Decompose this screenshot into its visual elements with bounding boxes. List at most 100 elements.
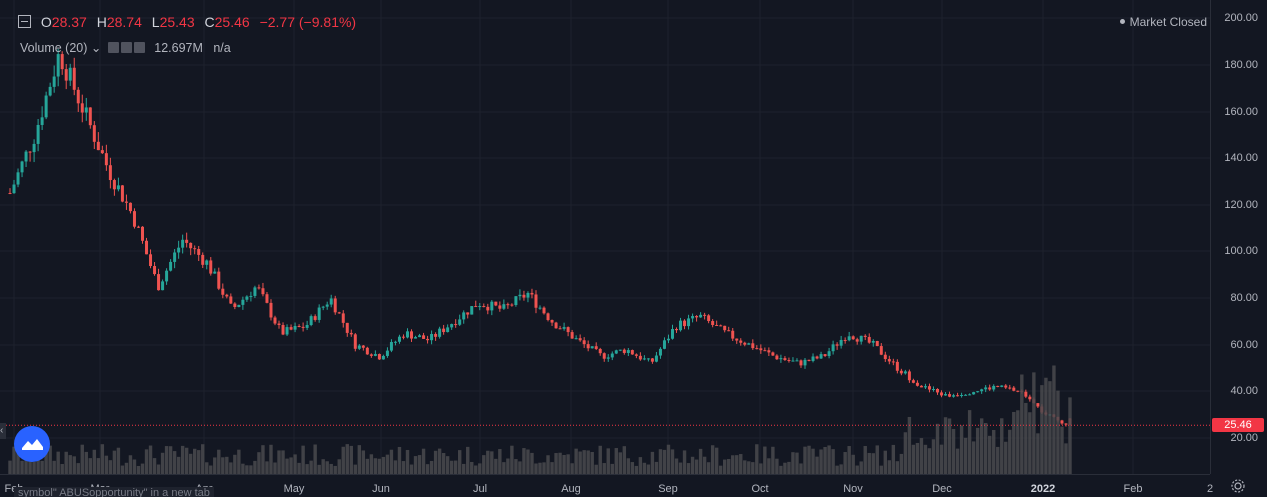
candle-body — [478, 306, 482, 308]
volume-bar — [514, 459, 518, 474]
volume-bar — [694, 459, 699, 474]
candle-body — [373, 354, 377, 356]
volume-bar — [610, 463, 614, 474]
price-axis[interactable]: 200.00 180.00 160.00 140.00 120.00 100.00 80.0… — [1210, 0, 1267, 474]
volume-bar — [1044, 377, 1048, 474]
chevron-down-icon[interactable]: ⌄ — [90, 41, 102, 55]
volume-bar — [931, 439, 936, 474]
volume-bar — [582, 450, 586, 474]
candle-body — [209, 260, 213, 274]
candle-body — [422, 335, 426, 339]
candle-body — [642, 358, 646, 360]
candle-body — [839, 339, 843, 346]
volume-bar — [558, 452, 562, 474]
price-axis-label: 120.00 — [1224, 199, 1258, 211]
volume-bar — [666, 444, 671, 474]
candle-body — [570, 332, 574, 339]
time-axis-label: Dec — [932, 483, 952, 495]
candle-body — [948, 394, 952, 397]
volume-bar — [570, 463, 574, 474]
candle-body — [349, 332, 353, 335]
candle-body — [715, 325, 719, 327]
price-axis-label: 60.00 — [1230, 339, 1258, 351]
close-icon[interactable] — [134, 42, 146, 53]
volume-bar — [630, 462, 635, 474]
volume-bar — [775, 458, 779, 474]
candle-body — [60, 54, 64, 70]
candle-body — [566, 327, 570, 333]
volume-bar — [168, 446, 173, 474]
volume-bar — [116, 447, 121, 474]
low-key: L — [151, 14, 160, 30]
candle-body — [381, 355, 385, 360]
volume-bar — [353, 464, 358, 474]
volume-bar — [482, 455, 486, 474]
volume-bar — [8, 460, 12, 474]
collapse-legend-icon[interactable] — [18, 15, 31, 28]
candle-body — [357, 345, 361, 349]
gear-icon[interactable] — [1230, 478, 1246, 494]
settings-icon[interactable] — [121, 42, 133, 53]
candle-body — [369, 354, 373, 356]
price-axis-label: 40.00 — [1230, 385, 1258, 397]
candle-body — [48, 86, 52, 96]
candle-body — [1060, 420, 1064, 424]
volume-bar — [60, 464, 64, 474]
volume-bar — [329, 463, 333, 474]
volume-bar — [791, 452, 795, 474]
volume-bar — [743, 460, 747, 474]
candle-body — [193, 248, 197, 250]
candle-body — [490, 301, 494, 311]
volume-bar — [759, 463, 763, 474]
volume-bar — [747, 461, 751, 474]
market-status: Market Closed — [1119, 15, 1207, 29]
candle-body — [863, 335, 867, 337]
volume-bar — [815, 456, 819, 474]
chevron-left-icon[interactable]: ‹ — [0, 423, 6, 439]
volume-bar — [313, 444, 317, 474]
candle-body — [377, 354, 381, 360]
volume-bar — [963, 437, 968, 474]
candle-body — [911, 380, 915, 383]
candle-body — [317, 307, 321, 320]
volume-bar — [112, 450, 117, 474]
candle-body — [859, 335, 863, 342]
volume-bar — [979, 418, 984, 474]
volume-bar — [494, 458, 498, 474]
price-chart[interactable] — [0, 0, 1210, 474]
candle-body — [52, 76, 56, 87]
volume-bar — [983, 423, 988, 474]
candle-body — [64, 69, 68, 81]
candle-body — [903, 371, 907, 374]
candle-body — [313, 316, 317, 320]
candle-body — [104, 153, 108, 166]
volume-bar — [373, 458, 378, 474]
candle-body — [988, 387, 992, 390]
volume-bar — [172, 451, 177, 474]
candle-body — [241, 299, 245, 305]
volume-bar — [839, 464, 843, 474]
volume-bar — [755, 444, 759, 474]
volume-bar — [554, 453, 558, 474]
candle-body — [40, 117, 44, 125]
tradingview-logo-icon[interactable] — [14, 426, 50, 462]
volume-label[interactable]: Volume (20) — [20, 41, 88, 55]
volume-legend[interactable]: Volume (20) ⌄ 12.697M n/a — [20, 40, 231, 55]
volume-bar — [1048, 381, 1052, 474]
volume-bar — [124, 462, 129, 474]
volume-bar — [409, 464, 414, 474]
candle-body — [899, 370, 903, 374]
candle-body — [361, 345, 365, 348]
candle-body — [201, 254, 205, 265]
volume-bar — [462, 463, 466, 474]
candle-body — [634, 354, 638, 356]
time-axis-label: 2 — [1206, 483, 1214, 495]
candle-body — [217, 271, 221, 289]
volume-bar — [221, 457, 225, 474]
candle-body — [1008, 387, 1012, 389]
candle-body — [80, 103, 84, 113]
time-axis-label: Oct — [751, 483, 769, 495]
candle-body — [112, 180, 116, 190]
eye-icon[interactable] — [108, 42, 120, 53]
chart-area[interactable] — [0, 0, 1210, 474]
